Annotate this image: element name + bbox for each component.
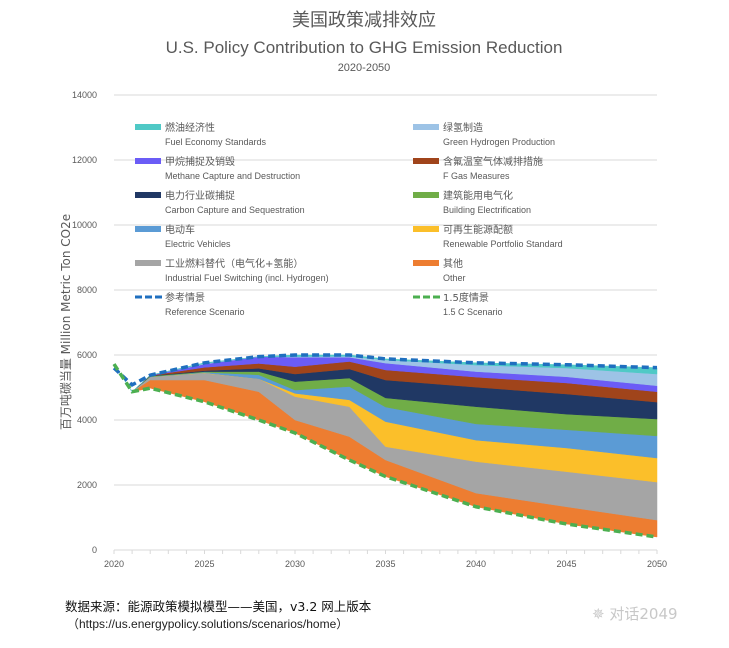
x-tick-label: 2030 xyxy=(285,559,305,569)
wechat-icon: ✵ xyxy=(592,605,605,623)
x-tick-label: 2025 xyxy=(194,559,214,569)
legend-label-cn: 含氟温室气体减排措施 xyxy=(443,155,543,168)
y-axis-label: 百万吨碳当量 Million Metric Ton CO2e xyxy=(59,214,73,430)
watermark-text: 对话2049 xyxy=(609,605,678,623)
chart-title-cn: 美国政策减排效应 xyxy=(292,10,436,31)
legend-item: 电力行业碳捕捉 Carbon Capture and Sequestration xyxy=(135,189,305,215)
legend-item: 其他 Other xyxy=(413,257,466,283)
y-tick-label: 6000 xyxy=(77,350,97,360)
legend-item: 可再生能源配额 Renewable Portfolio Standard xyxy=(413,223,563,249)
x-tick-label: 2050 xyxy=(647,559,667,569)
y-tick-label: 0 xyxy=(92,545,97,555)
legend-swatch xyxy=(135,158,161,164)
legend-label: Industrial Fuel Switching (incl. Hydroge… xyxy=(165,273,329,283)
x-tick-label: 2040 xyxy=(466,559,486,569)
legend-label: Reference Scenario xyxy=(165,307,245,317)
legend-item: 1.5度情景 1.5 C Scenario xyxy=(413,291,503,317)
legend-swatch xyxy=(135,192,161,198)
watermark: ✵ 对话2049 xyxy=(592,603,678,624)
y-tick-label: 8000 xyxy=(77,285,97,295)
legend-item: 含氟温室气体减排措施 F Gas Measures xyxy=(413,155,543,181)
y-tick-label: 14000 xyxy=(72,90,97,100)
line-reference-scenario xyxy=(112,353,658,388)
legend-label-cn: 工业燃料替代（电气化+氢能） xyxy=(165,257,303,270)
legend-label: Renewable Portfolio Standard xyxy=(443,239,563,249)
legend-label-cn: 建筑能用电气化 xyxy=(443,189,513,202)
x-tick-label: 2020 xyxy=(104,559,124,569)
legend-item: 燃油经济性 Fuel Economy Standards xyxy=(135,121,267,147)
legend-swatch xyxy=(413,124,439,130)
y-tick-label: 2000 xyxy=(77,480,97,490)
legend-item: 建筑能用电气化 Building Electrification xyxy=(413,189,531,215)
legend-label-cn: 电动车 xyxy=(165,223,195,236)
x-tick-label: 2035 xyxy=(375,559,395,569)
legend-label: Electric Vehicles xyxy=(165,239,231,249)
legend-label: Other xyxy=(443,273,466,283)
legend-item: 绿氢制造 Green Hydrogen Production xyxy=(413,121,555,147)
legend-label-cn: 电力行业碳捕捉 xyxy=(165,189,235,202)
legend-swatch xyxy=(135,260,161,266)
legend-label: 1.5 C Scenario xyxy=(443,307,503,317)
line-1-5-c-scenario xyxy=(112,363,658,539)
legend-swatch xyxy=(413,158,439,164)
legend-label: F Gas Measures xyxy=(443,171,510,181)
legend-item: 甲烷捕捉及销毁 Methane Capture and Destruction xyxy=(135,155,300,181)
legend-swatch xyxy=(135,124,161,130)
data-source-url: （https://us.energypolicy.solutions/scena… xyxy=(67,617,349,631)
legend-label: Green Hydrogen Production xyxy=(443,137,555,147)
legend-label: Fuel Economy Standards xyxy=(165,137,267,147)
legend-swatch xyxy=(135,226,161,232)
y-tick-label: 4000 xyxy=(77,415,97,425)
legend-item: 参考情景 Reference Scenario xyxy=(135,291,245,317)
legend-label-cn: 甲烷捕捉及销毁 xyxy=(165,155,235,168)
chart-subtitle: 2020-2050 xyxy=(338,62,391,74)
legend-item: 工业燃料替代（电气化+氢能） Industrial Fuel Switching … xyxy=(135,257,329,283)
legend-label-cn: 其他 xyxy=(443,257,463,270)
legend-label: Carbon Capture and Sequestration xyxy=(165,205,305,215)
chart-title: U.S. Policy Contribution to GHG Emission… xyxy=(166,38,563,57)
legend-label-cn: 参考情景 xyxy=(165,291,205,304)
y-tick-label: 10000 xyxy=(72,220,97,230)
legend-label-cn: 绿氢制造 xyxy=(443,121,483,134)
legend-item: 电动车 Electric Vehicles xyxy=(135,223,231,249)
legend-label-cn: 燃油经济性 xyxy=(165,121,215,134)
legend-label: Building Electrification xyxy=(443,205,531,215)
x-tick-label: 2045 xyxy=(556,559,576,569)
data-source: 数据来源：能源政策模拟模型——美国，v3.2 网上版本 xyxy=(65,599,372,614)
legend-label-cn: 1.5度情景 xyxy=(443,291,489,304)
legend-swatch xyxy=(413,260,439,266)
legend-swatch xyxy=(413,226,439,232)
y-tick-label: 12000 xyxy=(72,155,97,165)
legend-swatch xyxy=(413,192,439,198)
legend-label-cn: 可再生能源配额 xyxy=(443,223,513,236)
legend-label: Methane Capture and Destruction xyxy=(165,171,300,181)
